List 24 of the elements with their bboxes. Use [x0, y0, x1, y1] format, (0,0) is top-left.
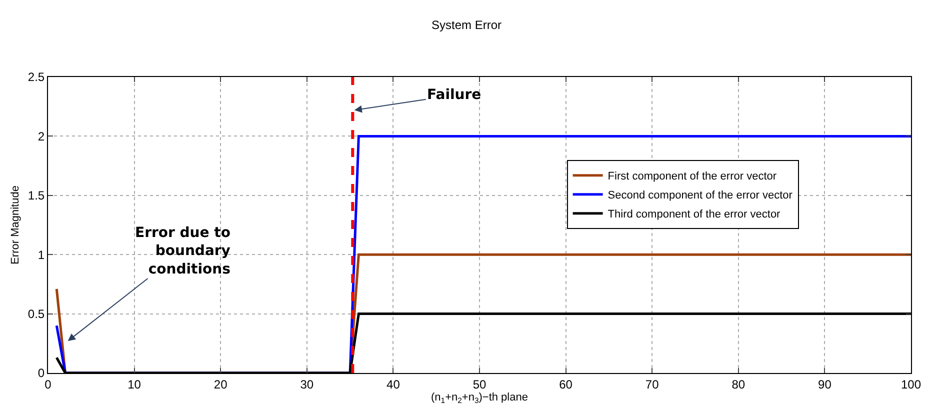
x-tick-label: 20: [214, 377, 228, 392]
legend-label: Second component of the error vector: [608, 190, 793, 202]
x-tick-label: 80: [732, 377, 746, 392]
x-tick-label: 50: [472, 377, 486, 392]
y-tick-label: 0.5: [28, 307, 45, 321]
annotation: Error due to boundary conditions: [135, 225, 231, 278]
y-axis-title: Error Magnitude: [10, 186, 22, 264]
y-tick-label: 2.5: [28, 70, 45, 84]
x-tick-label: 60: [559, 377, 573, 392]
chart-title: System Error: [431, 18, 502, 32]
annotation: Failure: [427, 87, 482, 103]
y-tick-label: 0: [38, 366, 45, 380]
x-axis-title: (n$_{1}$+n$_{2}$+n$_{3}$)−th plane: [431, 392, 528, 405]
y-tick-label: 2: [38, 129, 45, 144]
y-tick-label: 1.5: [28, 188, 45, 203]
y-tick-label: 1: [38, 248, 45, 262]
legend-label: Third component of the error vector: [608, 208, 781, 221]
x-tick-label: 90: [818, 377, 832, 392]
x-tick-label: 100: [900, 377, 922, 392]
x-tick-label: 30: [300, 377, 314, 392]
x-tick-label: 40: [386, 377, 400, 392]
x-tick-label: 10: [128, 377, 142, 392]
x-tick-label: 70: [645, 377, 660, 392]
legend-label: First component of the error vector: [608, 170, 777, 183]
